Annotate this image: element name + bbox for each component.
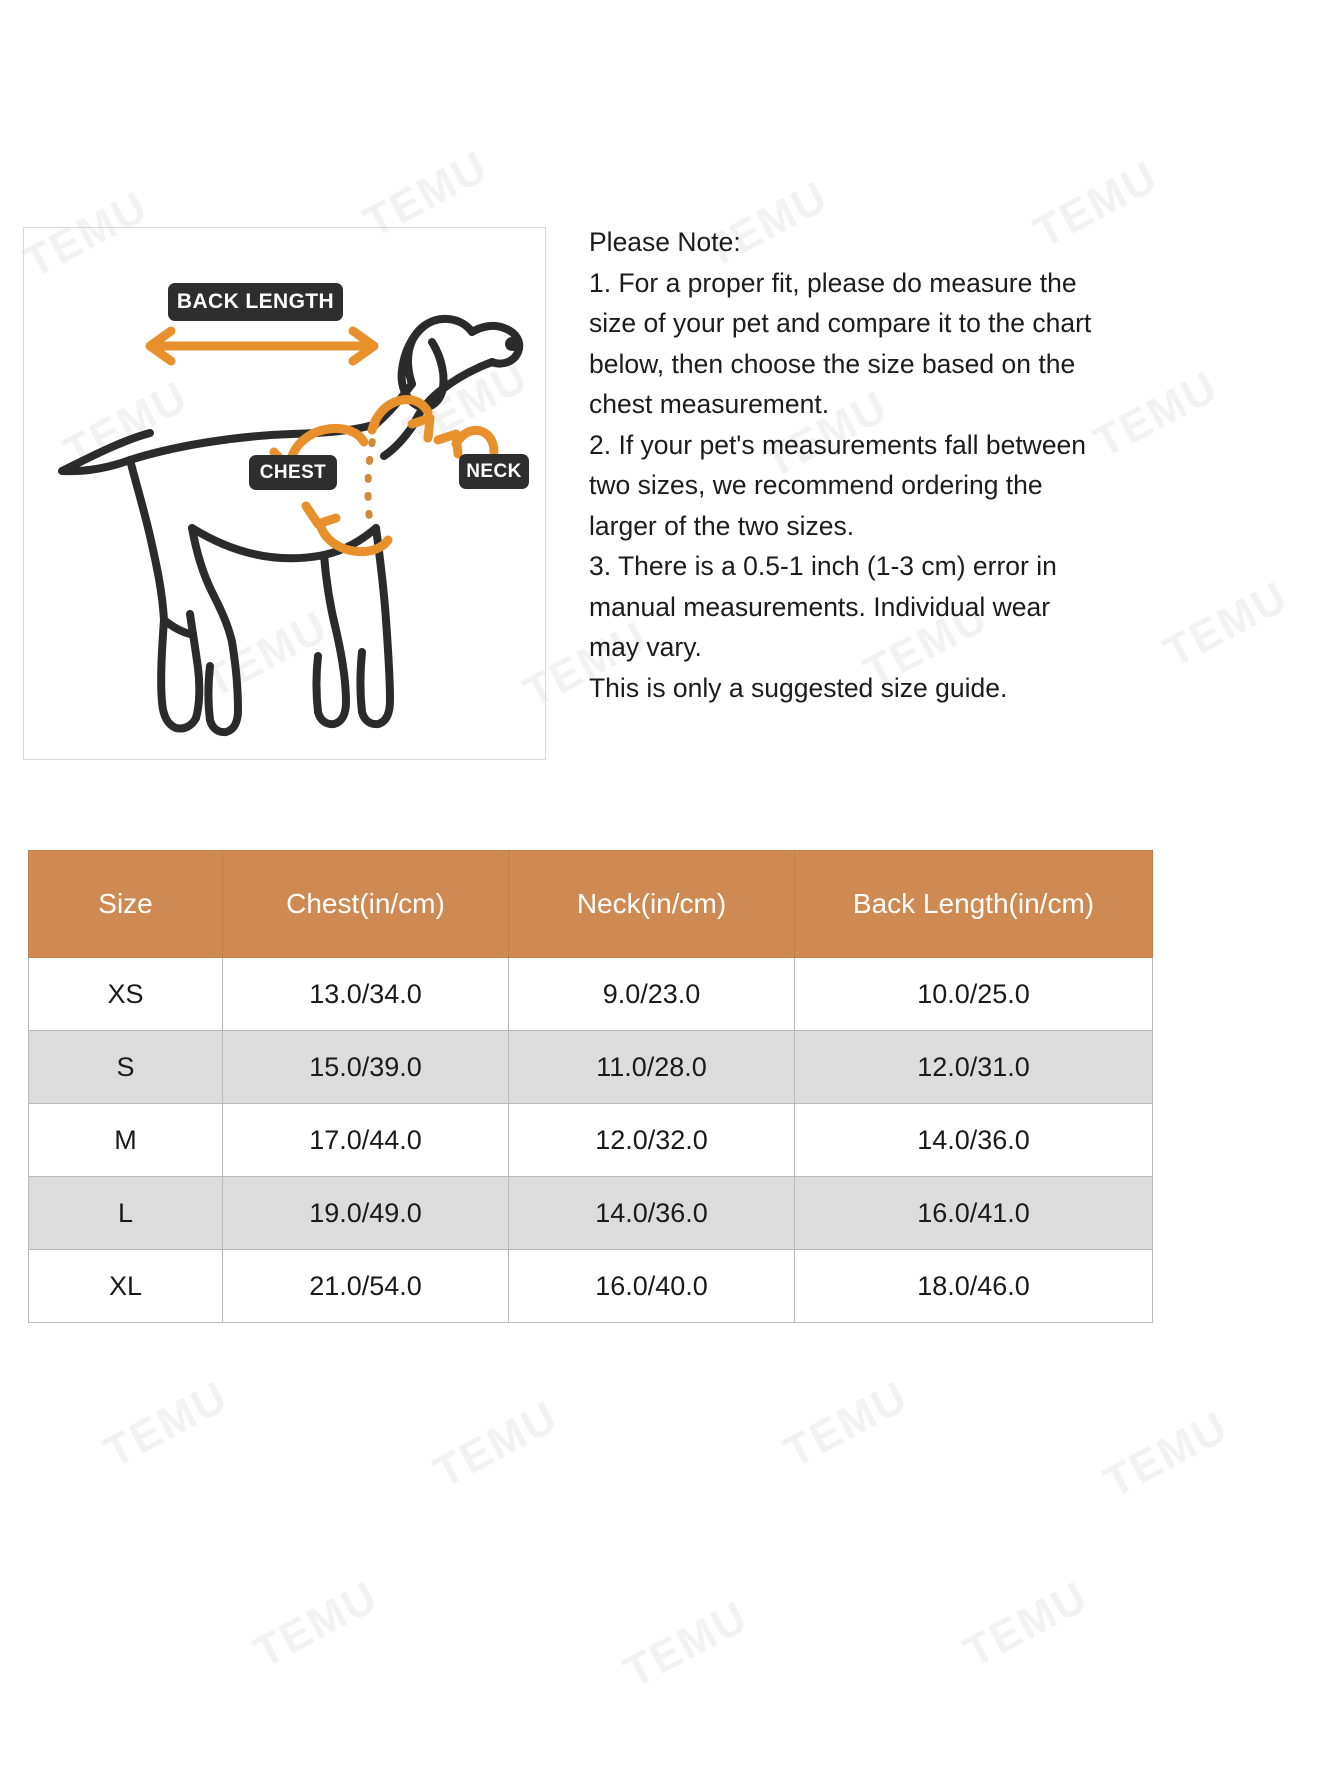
- note-line: This is only a suggested size guide.: [589, 672, 1008, 703]
- badge-neck: NECK: [459, 454, 529, 489]
- note-line: chest measurement.: [589, 389, 830, 419]
- chest-cell: 15.0/39.0: [222, 1030, 509, 1104]
- badge-back-length: BACK LENGTH: [168, 283, 343, 321]
- column-header-neck: Neck(in/cm): [508, 850, 795, 958]
- watermark-text: TEMU: [616, 1591, 757, 1698]
- back-length-cell: 16.0/41.0: [794, 1176, 1153, 1250]
- neck-cell: 11.0/28.0: [508, 1030, 795, 1104]
- note-line: larger of the two sizes.: [589, 510, 855, 541]
- neck-cell: 16.0/40.0: [508, 1249, 795, 1323]
- neck-measure-arrow-icon: [367, 395, 499, 459]
- size-cell: XS: [28, 957, 223, 1031]
- size-cell: L: [28, 1176, 223, 1250]
- back-length-cell: 10.0/25.0: [794, 957, 1153, 1031]
- note-line: 1. For a proper fit, please do measure t…: [589, 267, 1077, 298]
- dog-nose-dot: [505, 337, 519, 351]
- dog-outline-illustration: [58, 314, 524, 737]
- note-line: Please Note:: [589, 227, 741, 257]
- size-cell: M: [28, 1103, 223, 1177]
- note-line: may vary.: [589, 632, 702, 662]
- note-line: manual measurements. Individual wear: [589, 591, 1051, 622]
- back-length-cell: 18.0/46.0: [794, 1249, 1153, 1323]
- note-line: two sizes, we recommend ordering the: [589, 470, 1043, 500]
- note-line: 3. There is a 0.5-1 inch (1-3 cm) error …: [589, 551, 1057, 581]
- chest-dashed-line: [364, 420, 380, 528]
- note-line: 2. If your pet's measurements fall betwe…: [589, 429, 1087, 460]
- size-chart-table: Size Chest(in/cm) Neck(in/cm) Back Lengt…: [28, 850, 1153, 1323]
- size-cell: S: [28, 1030, 223, 1104]
- table-row: S 15.0/39.0 11.0/28.0 12.0/31.0: [28, 1030, 1153, 1104]
- table-row: XS 13.0/34.0 9.0/23.0 10.0/25.0: [28, 957, 1153, 1031]
- table-header-row: Size Chest(in/cm) Neck(in/cm) Back Lengt…: [28, 850, 1153, 958]
- chest-cell: 17.0/44.0: [222, 1103, 509, 1177]
- neck-cell: 12.0/32.0: [508, 1103, 795, 1177]
- watermark-text: TEMU: [776, 1371, 917, 1478]
- note-line: below, then choose the size based on the: [589, 348, 1076, 379]
- badge-chest: CHEST: [249, 455, 337, 490]
- back-length-arrow-icon: [145, 326, 379, 366]
- watermark-text: TEMU: [956, 1571, 1097, 1678]
- column-header-size: Size: [28, 850, 223, 958]
- watermark-text: TEMU: [246, 1571, 387, 1678]
- watermark-text: TEMU: [1096, 1401, 1237, 1508]
- column-header-chest: Chest(in/cm): [222, 850, 509, 958]
- table-row: M 17.0/44.0 12.0/32.0 14.0/36.0: [28, 1103, 1153, 1177]
- neck-cell: 14.0/36.0: [508, 1176, 795, 1250]
- chest-cell: 21.0/54.0: [222, 1249, 509, 1323]
- column-header-back-length: Back Length(in/cm): [794, 850, 1153, 958]
- please-note-block: Please Note: 1. For a proper fit, please …: [589, 222, 1179, 708]
- chest-cell: 19.0/49.0: [222, 1176, 509, 1250]
- table-row: L 19.0/49.0 14.0/36.0 16.0/41.0: [28, 1176, 1153, 1250]
- dog-body-outline: [58, 314, 524, 737]
- chest-cell: 13.0/34.0: [222, 957, 509, 1031]
- back-length-cell: 14.0/36.0: [794, 1103, 1153, 1177]
- pet-measurement-diagram: [23, 227, 546, 760]
- size-cell: XL: [28, 1249, 223, 1323]
- note-line: size of your pet and compare it to the c…: [589, 308, 1092, 338]
- back-length-cell: 12.0/31.0: [794, 1030, 1153, 1104]
- table-row: XL 21.0/54.0 16.0/40.0 18.0/46.0: [28, 1249, 1153, 1323]
- watermark-text: TEMU: [96, 1371, 237, 1478]
- neck-cell: 9.0/23.0: [508, 957, 795, 1031]
- watermark-text: TEMU: [426, 1391, 567, 1498]
